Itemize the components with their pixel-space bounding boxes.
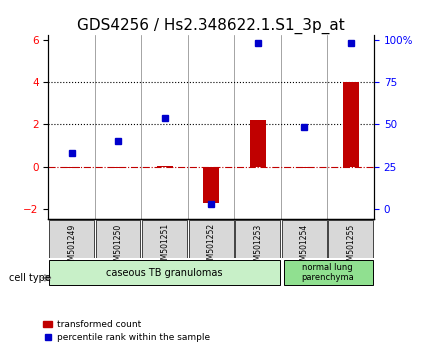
Bar bbox=[249, 120, 266, 167]
FancyBboxPatch shape bbox=[235, 220, 280, 258]
Text: GSM501251: GSM501251 bbox=[160, 223, 169, 269]
FancyBboxPatch shape bbox=[96, 220, 140, 258]
Text: GSM501253: GSM501253 bbox=[253, 223, 262, 270]
Text: caseous TB granulomas: caseous TB granulomas bbox=[106, 268, 223, 278]
FancyBboxPatch shape bbox=[49, 260, 280, 285]
Text: GSM501250: GSM501250 bbox=[114, 223, 123, 270]
Text: cell type: cell type bbox=[9, 273, 51, 283]
Text: GSM501254: GSM501254 bbox=[300, 223, 309, 270]
FancyBboxPatch shape bbox=[49, 220, 94, 258]
Text: normal lung
parenchyma: normal lung parenchyma bbox=[301, 263, 354, 282]
Bar bbox=[203, 167, 220, 202]
Bar bbox=[63, 167, 80, 168]
FancyBboxPatch shape bbox=[282, 220, 326, 258]
Bar bbox=[296, 167, 312, 168]
Legend: transformed count, percentile rank within the sample: transformed count, percentile rank withi… bbox=[40, 316, 213, 346]
FancyBboxPatch shape bbox=[143, 220, 187, 258]
Bar bbox=[157, 166, 173, 167]
Text: GSM501252: GSM501252 bbox=[207, 223, 216, 269]
FancyBboxPatch shape bbox=[328, 220, 373, 258]
Title: GDS4256 / Hs2.348622.1.S1_3p_at: GDS4256 / Hs2.348622.1.S1_3p_at bbox=[77, 18, 345, 34]
Text: GSM501255: GSM501255 bbox=[346, 223, 355, 270]
Text: GSM501249: GSM501249 bbox=[67, 223, 76, 270]
Bar bbox=[110, 167, 126, 168]
FancyBboxPatch shape bbox=[189, 220, 234, 258]
FancyBboxPatch shape bbox=[284, 260, 373, 285]
Bar bbox=[343, 82, 359, 167]
